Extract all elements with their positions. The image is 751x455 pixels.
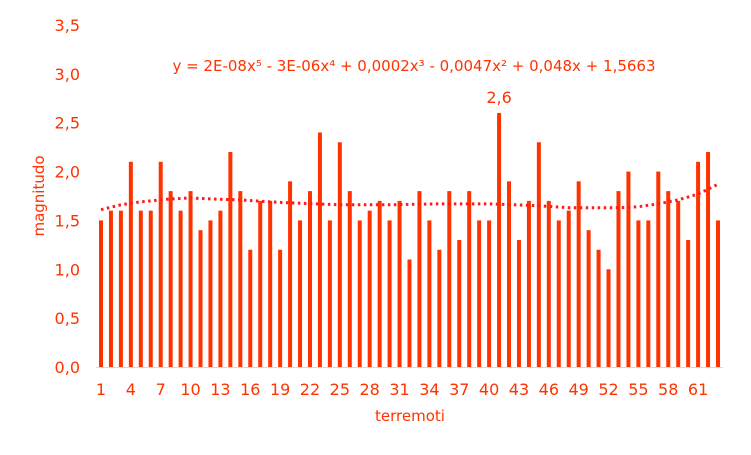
bar xyxy=(158,161,163,367)
bar xyxy=(606,269,611,367)
bar xyxy=(417,191,422,367)
bar xyxy=(437,249,442,367)
bar xyxy=(487,220,492,367)
bar xyxy=(536,142,541,367)
bar xyxy=(546,200,551,367)
bar xyxy=(268,200,273,367)
x-tick-label: 61 xyxy=(688,380,708,399)
x-tick-label: 43 xyxy=(509,380,529,399)
x-tick-label: 37 xyxy=(449,380,469,399)
bar xyxy=(477,220,482,367)
bar xyxy=(228,152,233,367)
bar xyxy=(238,191,243,367)
bar xyxy=(288,181,293,367)
x-tick-label: 7 xyxy=(156,380,166,399)
data-label: 2,6 xyxy=(486,88,511,107)
bar xyxy=(716,220,720,367)
y-tick-label: 0,0 xyxy=(55,358,80,377)
bar xyxy=(198,230,203,367)
y-tick-label: 3,5 xyxy=(55,16,80,35)
bar xyxy=(616,191,621,367)
bar xyxy=(307,191,312,367)
y-tick-label: 2,0 xyxy=(55,163,80,182)
y-tick-label: 1,5 xyxy=(55,211,80,230)
bar xyxy=(108,210,113,367)
bar xyxy=(99,220,103,367)
bar xyxy=(327,220,332,367)
bar xyxy=(516,239,521,367)
x-tick-label: 55 xyxy=(628,380,648,399)
bar xyxy=(526,200,531,367)
bar xyxy=(467,191,472,367)
bar xyxy=(706,152,711,367)
x-tick-label: 1 xyxy=(96,380,106,399)
x-tick-label: 19 xyxy=(270,380,290,399)
x-tick-label: 25 xyxy=(330,380,350,399)
x-axis-title: terremoti xyxy=(375,407,445,425)
bar xyxy=(626,171,631,367)
bar xyxy=(566,210,571,367)
x-tick-label: 13 xyxy=(210,380,230,399)
bar xyxy=(298,220,303,367)
bar xyxy=(178,210,183,367)
bar xyxy=(497,112,502,367)
bar xyxy=(258,200,263,367)
bar xyxy=(447,191,452,367)
bar xyxy=(148,210,153,367)
bar xyxy=(128,161,133,367)
x-tick-label: 16 xyxy=(240,380,260,399)
y-tick-label: 2,5 xyxy=(55,114,80,133)
bar xyxy=(397,200,402,367)
bar xyxy=(696,161,701,367)
bar xyxy=(427,220,432,367)
y-tick-label: 0,5 xyxy=(55,309,80,328)
bar xyxy=(248,249,253,367)
bar xyxy=(387,220,392,367)
bar xyxy=(188,191,193,367)
bar xyxy=(576,181,581,367)
bar xyxy=(646,220,651,367)
bar xyxy=(278,249,283,367)
y-axis-title: magnitudo xyxy=(30,155,48,236)
x-tick-label: 52 xyxy=(598,380,618,399)
bar xyxy=(347,191,352,367)
bar xyxy=(208,220,213,367)
y-tick-label: 1,0 xyxy=(55,260,80,279)
bar xyxy=(686,239,691,367)
bar xyxy=(666,191,671,367)
bar xyxy=(377,200,382,367)
bar xyxy=(317,132,322,367)
bar xyxy=(407,259,412,367)
x-tick-label: 10 xyxy=(180,380,200,399)
x-tick-label: 58 xyxy=(658,380,678,399)
bar xyxy=(556,220,561,367)
bar xyxy=(357,220,362,367)
bar xyxy=(656,171,661,367)
x-tick-label: 22 xyxy=(300,380,320,399)
bar xyxy=(636,220,641,367)
y-tick-label: 3,0 xyxy=(55,65,80,84)
x-tick-label: 4 xyxy=(126,380,136,399)
bar xyxy=(457,239,462,367)
x-tick-label: 49 xyxy=(568,380,588,399)
x-tick-label: 28 xyxy=(360,380,380,399)
bar xyxy=(596,249,601,367)
bar xyxy=(676,200,681,367)
x-tick-label: 40 xyxy=(479,380,499,399)
bar xyxy=(138,210,143,367)
bar xyxy=(218,210,223,367)
x-tick-label: 34 xyxy=(419,380,439,399)
bar xyxy=(507,181,512,367)
trendline xyxy=(100,182,719,212)
bar xyxy=(367,210,372,367)
x-tick-label: 31 xyxy=(389,380,409,399)
x-tick-label: 46 xyxy=(539,380,559,399)
trendline-equation: y = 2E-08x⁵ - 3E-06x⁴ + 0,0002x³ - 0,004… xyxy=(172,57,655,75)
bar xyxy=(586,230,591,367)
bar xyxy=(118,210,123,367)
bar xyxy=(337,142,342,367)
bar xyxy=(168,191,173,367)
